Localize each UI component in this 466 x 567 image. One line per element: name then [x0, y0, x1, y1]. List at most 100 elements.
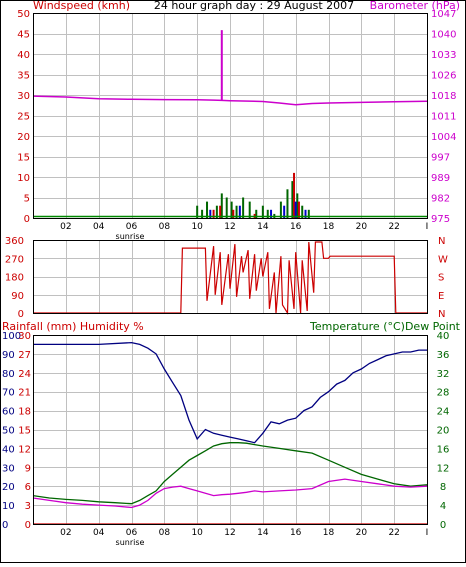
wind-xtick-label: 04: [93, 222, 105, 232]
rain-ytick-label: 27: [18, 350, 31, 361]
text-layer: 24 hour graph day : 29 August 2007 Winds…: [2, 0, 461, 547]
temp-xtick-label: 14: [257, 528, 269, 538]
dir-ytick-label: 270: [5, 254, 24, 265]
rain-ytick-label: 9: [25, 463, 31, 474]
wind-ytick-label: 40: [17, 50, 30, 61]
wind-direction-line: [33, 241, 427, 316]
humidity-ytick-label: 100: [2, 331, 21, 342]
dir-compass-label: N: [438, 236, 445, 247]
wind-xtick-label: 10: [191, 222, 203, 232]
humidity-ytick-label: 0: [2, 520, 8, 531]
rain-ytick-label: 3: [25, 501, 31, 512]
humidity-ytick-label: 40: [2, 444, 15, 455]
baro-ytick-label: 989: [431, 173, 450, 184]
wind-xtick-label: I: [426, 222, 429, 232]
humidity-ytick-label: 70: [2, 388, 15, 399]
dir-compass-label: S: [438, 273, 444, 284]
rain-ytick-label: 0: [25, 520, 31, 531]
wind-xtick-label: 06: [126, 222, 138, 232]
wind-xtick-label: 12: [224, 222, 235, 232]
temp-ytick-label: 20: [437, 426, 450, 437]
baro-ytick-label: 1011: [431, 112, 456, 123]
dir-ytick-label: 180: [5, 273, 24, 284]
temp-xtick-label: 06: [126, 528, 138, 538]
wind-baro-frame: [33, 13, 428, 219]
baro-axis-label: Barometer (hPa): [370, 0, 460, 12]
wind-dir-frame: [33, 240, 428, 314]
rain-ytick-label: 30: [18, 331, 31, 342]
wind-ytick-label: 15: [17, 153, 30, 164]
temp-xtick-label: 22: [388, 528, 399, 538]
wind-ytick-label: 20: [17, 132, 30, 143]
temp-ytick-label: 36: [437, 350, 450, 361]
temp-ytick-label: 8: [440, 482, 446, 493]
temp-xtick-label: 08: [159, 528, 171, 538]
humidity-ytick-label: 90: [2, 350, 15, 361]
wind-xtick-label: 18: [323, 222, 335, 232]
wind-xtick-label: 20: [356, 222, 368, 232]
dir-compass-label: N: [438, 309, 445, 320]
temp-ytick-label: 28: [437, 388, 450, 399]
wind-ytick-label: 10: [17, 173, 30, 184]
temp-ytick-label: 12: [437, 463, 450, 474]
wind-axis-label: Windspeed (kmh): [33, 0, 130, 12]
baro-ytick-label: 1033: [431, 50, 456, 61]
rain-ytick-label: 12: [18, 444, 31, 455]
wind-ytick-label: 30: [17, 91, 30, 102]
temperature-line: [32, 442, 428, 505]
baro-ytick-label: 1018: [431, 91, 456, 102]
humidity-ytick-label: 30: [2, 463, 15, 474]
wind-xtick-label: 08: [159, 222, 171, 232]
temp-dew-axis-label: Temperature (°C)Dew Point: [309, 320, 461, 333]
wind-ytick-label: 0: [24, 214, 30, 225]
baro-ytick-label: 975: [431, 214, 450, 225]
axes-layer: [33, 13, 428, 525]
wind-ytick-label: 25: [17, 112, 30, 123]
humidity-ytick-label: 20: [2, 482, 15, 493]
wind-xtick-label: 16: [290, 222, 302, 232]
temp-ytick-label: 4: [440, 501, 446, 512]
temp-xtick-label: 02: [60, 528, 71, 538]
dir-ytick-label: 90: [11, 291, 24, 302]
wind-ytick-label: 45: [17, 30, 30, 41]
temp-xtick-label: 04: [93, 528, 105, 538]
sunrise-label-top: sunrise: [116, 232, 145, 241]
temp-hum-frame: [33, 335, 428, 525]
humidity-ytick-label: 80: [2, 369, 15, 380]
dir-compass-label: W: [438, 254, 448, 265]
temp-ytick-label: 40: [437, 331, 450, 342]
humidity-ytick-label: 60: [2, 407, 15, 418]
dir-ytick-label: 360: [5, 236, 24, 247]
wind-ytick-label: 5: [24, 194, 30, 205]
temp-xtick-label: 20: [356, 528, 368, 538]
wind-ytick-label: 50: [17, 9, 30, 20]
baro-ytick-label: 1047: [431, 9, 456, 20]
temp-xtick-label: I: [426, 528, 429, 538]
dew-point-line: [32, 478, 428, 509]
wind-ytick-label: 35: [17, 71, 30, 82]
wind-xtick-label: 02: [60, 222, 71, 232]
wind-xtick-label: 14: [257, 222, 269, 232]
temp-ytick-label: 32: [437, 369, 450, 380]
temp-ytick-label: 16: [437, 444, 450, 455]
dir-ytick-label: 0: [18, 309, 24, 320]
temp-ytick-label: 0: [440, 520, 446, 531]
rain-ytick-label: 21: [18, 388, 31, 399]
baro-ytick-label: 1026: [431, 71, 456, 82]
temp-xtick-label: 12: [224, 528, 235, 538]
baro-ytick-label: 1004: [431, 132, 456, 143]
temp-ytick-label: 24: [437, 407, 450, 418]
baro-ytick-label: 982: [431, 194, 450, 205]
rain-ytick-label: 6: [25, 482, 31, 493]
rain-ytick-label: 15: [18, 426, 31, 437]
rain-hum-axis-label: Rainfall (mm) Humidity %: [2, 320, 144, 333]
humidity-ytick-label: 10: [2, 501, 15, 512]
temp-xtick-label: 10: [191, 528, 203, 538]
baro-line: [32, 95, 428, 106]
humidity-ytick-label: 50: [2, 426, 15, 437]
wind-xtick-label: 22: [388, 222, 399, 232]
chart-title: 24 hour graph day : 29 August 2007: [154, 0, 354, 12]
temp-xtick-label: 18: [323, 528, 335, 538]
